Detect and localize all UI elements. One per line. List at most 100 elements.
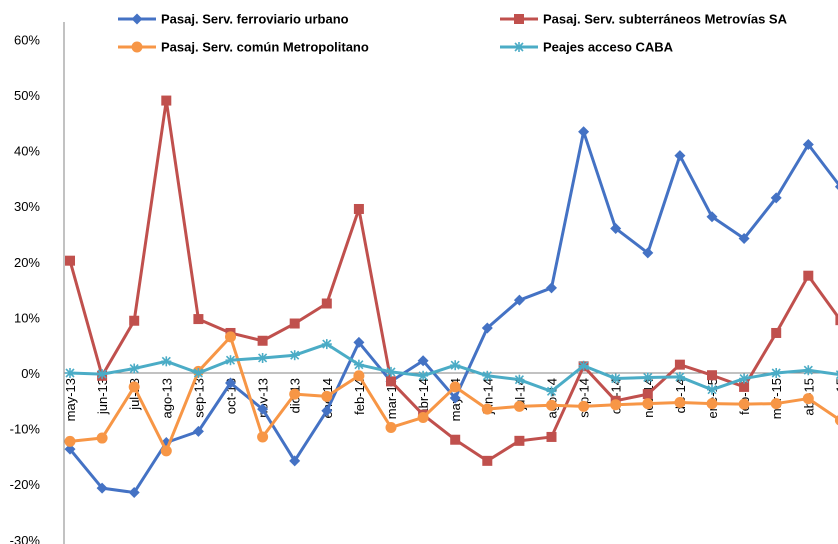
data-point xyxy=(257,352,268,363)
data-point xyxy=(770,192,782,204)
data-point xyxy=(642,372,653,383)
data-point xyxy=(353,203,364,214)
data-point xyxy=(771,327,782,338)
data-point xyxy=(802,138,814,150)
star-stroke xyxy=(579,361,589,371)
legend-label: Pasaj. Serv. común Metropolitano xyxy=(161,40,369,55)
legend-label: Pasaj. Serv. ferroviario urbano xyxy=(161,12,349,27)
x-tick-label: may-13 xyxy=(63,378,78,421)
legend-item: Peajes acceso CABA xyxy=(500,40,674,55)
data-point xyxy=(128,381,140,393)
y-tick-label: 0% xyxy=(21,366,40,381)
data-point xyxy=(129,363,140,374)
x-tick-label: sep-13 xyxy=(191,378,206,418)
data-point xyxy=(610,399,622,411)
data-point xyxy=(193,314,204,325)
data-point xyxy=(96,432,108,444)
data-point xyxy=(225,377,236,389)
data-point xyxy=(386,376,396,387)
y-tick-label: -20% xyxy=(10,477,41,492)
data-point xyxy=(449,392,461,404)
data-point xyxy=(225,331,236,343)
star-stroke xyxy=(514,42,524,52)
y-tick-label: 30% xyxy=(14,199,40,214)
data-point xyxy=(65,368,75,378)
data-point xyxy=(131,41,143,53)
y-tick-label: -10% xyxy=(10,422,41,437)
star-stroke xyxy=(611,373,621,384)
plot-area xyxy=(64,95,838,499)
data-point xyxy=(513,400,525,412)
data-point xyxy=(738,398,750,410)
data-point xyxy=(738,232,750,244)
data-point xyxy=(802,393,814,405)
data-point xyxy=(289,350,300,361)
data-point xyxy=(321,390,333,402)
star-stroke xyxy=(514,375,524,385)
data-point xyxy=(321,339,332,350)
legend-item: Pasaj. Serv. ferroviario urbano xyxy=(118,12,349,27)
data-point xyxy=(803,365,814,376)
data-point xyxy=(835,315,838,326)
data-point xyxy=(193,368,204,378)
data-point xyxy=(161,95,172,106)
star-stroke xyxy=(290,350,300,360)
chart-legend: Pasaj. Serv. ferroviario urbano Pasaj. Se… xyxy=(118,12,788,55)
x-tick-label: feb-14 xyxy=(352,378,367,415)
data-point xyxy=(739,381,750,392)
data-point xyxy=(450,434,461,445)
data-point xyxy=(128,487,140,499)
data-point xyxy=(674,150,686,162)
star-stroke xyxy=(161,356,171,366)
data-point xyxy=(131,13,143,25)
data-point xyxy=(706,211,718,223)
star-stroke xyxy=(739,373,749,384)
data-point xyxy=(386,366,396,377)
data-point xyxy=(546,399,557,411)
star-stroke xyxy=(386,367,396,377)
data-point xyxy=(417,355,429,367)
legend-label: Peajes acceso CABA xyxy=(543,40,674,55)
y-axis: 60% 50% 40% 30% 20% 10% 0% -10% -20% -30% xyxy=(10,22,65,544)
star-stroke xyxy=(418,371,428,381)
y-tick-label: 60% xyxy=(14,32,40,47)
data-point xyxy=(514,374,525,385)
data-point xyxy=(97,369,108,380)
star-stroke xyxy=(225,355,236,365)
y-tick-label: -30% xyxy=(10,533,41,544)
data-point xyxy=(321,298,332,309)
star-stroke xyxy=(450,360,460,370)
data-point xyxy=(160,445,172,457)
data-point xyxy=(96,482,108,494)
x-tick-label: dic-14 xyxy=(673,378,688,413)
legend-label: Pasaj. Serv. subterráneos Metrovías SA xyxy=(543,12,788,27)
data-point xyxy=(578,400,590,412)
data-point xyxy=(803,270,814,281)
data-point xyxy=(129,315,140,326)
data-point xyxy=(449,381,461,393)
data-point xyxy=(64,443,76,455)
data-point xyxy=(578,360,589,371)
data-point xyxy=(739,373,750,384)
star-stroke xyxy=(482,371,492,381)
x-tick-label: mar-14 xyxy=(384,378,399,419)
data-point xyxy=(353,336,365,348)
data-point xyxy=(321,405,333,417)
data-point xyxy=(707,384,717,395)
data-point xyxy=(834,415,838,426)
star-stroke xyxy=(129,363,139,374)
data-point xyxy=(642,389,653,400)
data-point xyxy=(481,322,493,334)
data-point xyxy=(610,222,622,234)
y-tick-label: 40% xyxy=(14,144,40,159)
data-point xyxy=(417,411,429,423)
star-stroke xyxy=(65,368,75,378)
y-tick-label: 10% xyxy=(14,310,40,325)
y-tick-label: 50% xyxy=(14,88,40,103)
star-stroke xyxy=(97,369,107,379)
data-point xyxy=(161,356,172,367)
star-stroke xyxy=(193,368,203,378)
data-point xyxy=(257,431,269,443)
data-point xyxy=(514,435,525,446)
